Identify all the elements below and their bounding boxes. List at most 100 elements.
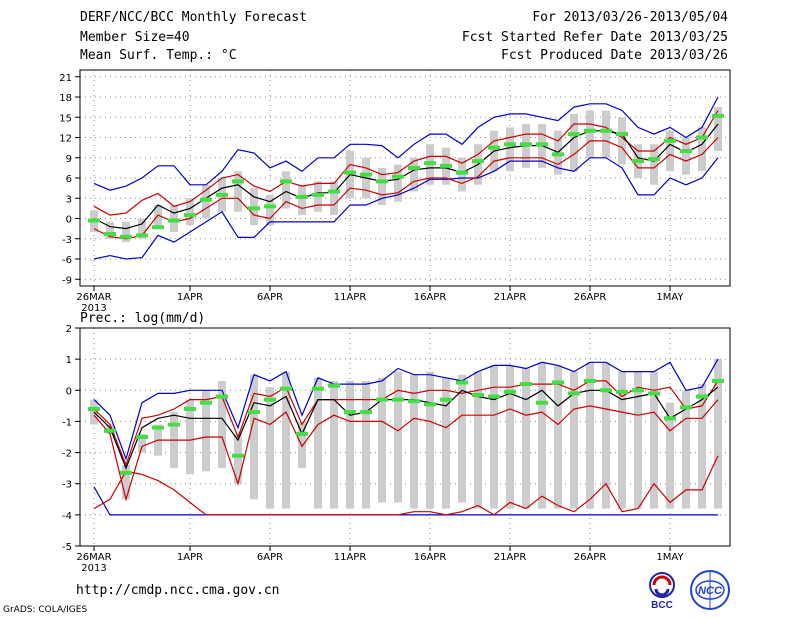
- box-bar: [586, 110, 594, 158]
- y-tick-label: -3: [62, 480, 72, 491]
- median-marker: [712, 378, 724, 383]
- median-marker: [648, 157, 660, 162]
- box-bar: [506, 127, 514, 172]
- x-tick-label: 26APR: [574, 292, 607, 303]
- box-bar: [250, 374, 258, 500]
- box-bar: [266, 387, 274, 509]
- box-bar: [138, 218, 146, 239]
- median-marker: [568, 391, 580, 396]
- median-marker: [520, 142, 532, 147]
- median-marker: [376, 397, 388, 402]
- median-marker: [280, 386, 292, 391]
- median-marker: [472, 159, 484, 164]
- median-marker: [328, 189, 340, 194]
- box-bar: [234, 433, 242, 484]
- median-marker: [632, 159, 644, 164]
- median-marker: [696, 394, 708, 399]
- box-bar: [426, 371, 434, 509]
- box-bar: [618, 117, 626, 165]
- median-marker: [392, 397, 404, 402]
- box-bar: [714, 107, 722, 151]
- median-marker: [408, 399, 420, 404]
- y-tick-label: 1: [66, 355, 72, 366]
- median-marker: [408, 165, 420, 170]
- box-bar: [330, 380, 338, 509]
- box-bar: [666, 130, 674, 172]
- median-marker: [104, 232, 116, 237]
- y-tick-label: 0: [66, 386, 72, 397]
- median-marker: [88, 218, 100, 223]
- x-tick-label: 16APR: [414, 292, 447, 303]
- median-marker: [424, 402, 436, 407]
- median-marker: [344, 170, 356, 175]
- box-bar: [586, 362, 594, 509]
- x-tick-label: 26MAR: [76, 292, 111, 303]
- panel-2: Prec.: log(mm/d) -5 -4 -3 -2 -1 0 1 2 26MAR 1APR 6A…: [62, 311, 731, 574]
- box-bar: [602, 110, 610, 158]
- median-marker: [296, 194, 308, 199]
- variable-label: Mean Surf. Temp.: °C: [80, 48, 237, 63]
- ncc-logo-icon: NCC: [690, 570, 730, 610]
- box-bar: [570, 113, 578, 172]
- source-url[interactable]: http://cmdp.ncc.cma.gov.cn: [76, 583, 280, 598]
- box-bar: [202, 184, 210, 219]
- median-marker: [280, 179, 292, 184]
- x-tick-label: 16APR: [414, 552, 447, 563]
- box-bar: [410, 157, 418, 192]
- box-bar: [282, 371, 290, 509]
- box-bar: [410, 374, 418, 509]
- y-tick-label: 0: [66, 215, 72, 226]
- box-bar: [538, 362, 546, 509]
- x-tick-label: 1APR: [177, 552, 203, 563]
- median-marker: [696, 135, 708, 140]
- series-max-line: [93, 96, 719, 191]
- box-bar: [394, 164, 402, 202]
- box-bar: [458, 157, 466, 192]
- x-tick-label: 1MAY: [656, 552, 684, 563]
- series-p_low-line: [93, 137, 719, 240]
- median-marker: [456, 380, 468, 385]
- median-marker: [264, 397, 276, 402]
- median-marker: [536, 142, 548, 147]
- box-bar: [474, 371, 482, 509]
- median-marker: [312, 386, 324, 391]
- x-year-label: 2013: [81, 563, 106, 574]
- box-bar: [602, 362, 610, 509]
- forecast-title: DERF/NCC/BCC Monthly Forecast: [80, 10, 307, 25]
- median-marker: [232, 179, 244, 184]
- box-bar: [282, 171, 290, 209]
- box-bar: [170, 205, 178, 232]
- median-marker: [488, 145, 500, 150]
- median-marker: [360, 410, 372, 415]
- box-bar: [458, 374, 466, 503]
- median-marker: [504, 389, 516, 394]
- median-marker: [184, 213, 196, 218]
- y-tick-label: -5: [62, 542, 72, 553]
- y-tick-label: 21: [59, 73, 72, 84]
- median-marker: [392, 174, 404, 179]
- box-bar: [698, 127, 706, 172]
- box-bar: [362, 380, 370, 509]
- median-marker: [312, 192, 324, 197]
- x-tick-label: 1APR: [177, 292, 203, 303]
- series-p_low2-line: [93, 455, 719, 516]
- y-tick-label: -6: [62, 255, 72, 266]
- median-marker: [200, 400, 212, 405]
- median-marker: [216, 192, 228, 197]
- box-bar: [234, 171, 242, 212]
- panel-title: Prec.: log(mm/d): [80, 311, 205, 326]
- median-marker: [232, 453, 244, 458]
- y-tick-label: 15: [59, 113, 72, 124]
- median-marker: [616, 132, 628, 137]
- x-tick-label: 21APR: [494, 552, 527, 563]
- grads-credit: GrADS: COLA/IGES: [3, 605, 88, 615]
- median-marker: [584, 128, 596, 133]
- box-bar: [506, 365, 514, 509]
- y-tick-label: 9: [66, 154, 72, 165]
- box-bar: [490, 365, 498, 509]
- series-p_low-line: [93, 399, 719, 502]
- box-bar: [138, 433, 146, 453]
- box-bar: [554, 365, 562, 509]
- median-marker: [616, 389, 628, 394]
- box-bar: [650, 144, 658, 185]
